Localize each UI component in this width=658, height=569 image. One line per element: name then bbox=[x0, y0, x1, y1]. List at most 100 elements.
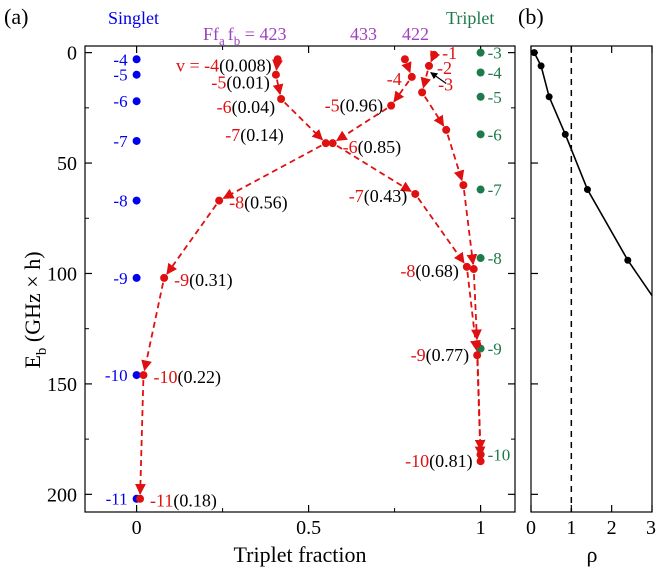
triplet-level-label: -4 bbox=[488, 64, 503, 83]
path-segment-422 bbox=[463, 189, 478, 266]
state-point-433 bbox=[411, 189, 420, 198]
y-tick-label: 200 bbox=[47, 484, 77, 506]
panel-a-labels: -4-5-6-7-8-9-10-11-3-4-5-6-7-8-9-10v = -… bbox=[105, 43, 510, 512]
state-label: -10(0.22) bbox=[153, 367, 221, 388]
state-point-422 bbox=[430, 50, 439, 59]
y-tick-label: 150 bbox=[47, 374, 77, 396]
rho-curve bbox=[533, 52, 653, 297]
state-label: -7(0.43) bbox=[349, 186, 408, 207]
triplet-level-label: -3 bbox=[488, 44, 502, 63]
state-point-423 bbox=[160, 273, 169, 282]
state-label: -11(0.18) bbox=[150, 491, 217, 512]
ff-sub-b: b bbox=[234, 33, 241, 48]
state-label: -8(0.68) bbox=[400, 261, 459, 282]
panel-b-axes: 0 1 2 3 bbox=[526, 46, 656, 539]
singlet-point bbox=[132, 136, 141, 145]
b-x-tick-label: 1 bbox=[566, 517, 576, 539]
y-tick-label: 100 bbox=[47, 263, 77, 285]
triplet-point bbox=[476, 68, 485, 77]
triplet-level-label: -7 bbox=[488, 181, 503, 200]
path-segment-422 bbox=[424, 96, 445, 127]
ff-label-423: Ffa fb = 423 bbox=[203, 24, 286, 48]
triplet-point bbox=[476, 254, 485, 263]
panel-a-dashed-paths bbox=[135, 50, 486, 495]
singlet-level-label: -5 bbox=[113, 66, 127, 85]
state-point-433 bbox=[473, 351, 482, 360]
triplet-title: Triplet bbox=[446, 8, 494, 28]
plot-a-frame bbox=[84, 45, 516, 513]
path-segment-423 bbox=[272, 79, 284, 96]
panel-b-plot bbox=[530, 46, 653, 512]
ff-prefix: Ff bbox=[203, 24, 219, 44]
panel-a-label: (a) bbox=[4, 4, 28, 29]
state-point-422 bbox=[473, 340, 482, 349]
state-label: -6(0.04) bbox=[217, 97, 276, 118]
path-segment-423 bbox=[135, 380, 146, 495]
state-point-423 bbox=[136, 494, 145, 503]
rho-point bbox=[537, 62, 545, 70]
pointer-arrow bbox=[430, 72, 447, 85]
rho-point bbox=[624, 256, 632, 264]
rho-point bbox=[545, 93, 553, 101]
triplet-level-label: -5 bbox=[488, 88, 502, 107]
path-segment-433 bbox=[466, 271, 481, 352]
ff-label-433: 433 bbox=[350, 24, 377, 44]
singlet-level-label: -6 bbox=[113, 92, 127, 111]
state-point-433 bbox=[328, 139, 337, 148]
singlet-title: Singlet bbox=[108, 8, 159, 28]
state-point-433 bbox=[407, 72, 416, 81]
triplet-level-label: -8 bbox=[488, 249, 502, 268]
state-label: -9(0.31) bbox=[174, 270, 233, 291]
plot-b-frame bbox=[530, 45, 653, 513]
state-label: -6(0.85) bbox=[343, 137, 402, 158]
state-label: -2 bbox=[437, 58, 452, 78]
state-point-423 bbox=[277, 95, 286, 104]
triplet-point bbox=[476, 185, 485, 194]
path-segment-433 bbox=[417, 197, 465, 264]
state-point-423 bbox=[321, 139, 330, 148]
state-point-422 bbox=[476, 450, 485, 459]
state-label: -10(0.81) bbox=[405, 451, 473, 472]
state-point-433 bbox=[387, 101, 396, 110]
path-segment-423 bbox=[222, 144, 322, 200]
state-point-422 bbox=[418, 88, 427, 97]
rho-point bbox=[530, 49, 538, 57]
triplet-point bbox=[476, 48, 485, 57]
state-label: -5(0.01) bbox=[211, 73, 270, 94]
ff-sub-a: a bbox=[219, 33, 225, 48]
path-segment-422 bbox=[471, 274, 482, 341]
x-axis-label-a: Triplet fraction bbox=[234, 542, 367, 567]
rho-point bbox=[583, 186, 591, 194]
path-segment-422 bbox=[446, 134, 465, 182]
singlet-point bbox=[132, 371, 141, 380]
triplet-point bbox=[476, 130, 485, 139]
path-segment-423 bbox=[284, 101, 324, 141]
state-point-433 bbox=[476, 457, 485, 466]
state-point-422 bbox=[442, 125, 451, 134]
path-segment-422 bbox=[474, 349, 486, 451]
state-point-423 bbox=[271, 70, 280, 79]
state-point-433 bbox=[400, 55, 409, 64]
ff-mid: f bbox=[228, 24, 234, 44]
singlet-point bbox=[132, 55, 141, 64]
ff-eq: = 423 bbox=[240, 24, 286, 44]
singlet-level-label: -9 bbox=[113, 269, 127, 288]
state-point-423 bbox=[215, 196, 224, 205]
path-segment-433 bbox=[336, 145, 412, 193]
y-tick-label: 50 bbox=[57, 153, 77, 175]
singlet-level-label: -10 bbox=[105, 366, 128, 385]
singlet-point bbox=[132, 196, 141, 205]
x-tick-label: 1 bbox=[476, 517, 486, 539]
panel-a-axes: 0 50 100 150 200 0 0.5 1 bbox=[47, 43, 515, 539]
b-x-tick-label: 2 bbox=[607, 517, 617, 539]
state-point-423 bbox=[273, 55, 282, 64]
triplet-point bbox=[476, 92, 485, 101]
y-tick-label: 0 bbox=[67, 43, 77, 65]
triplet-level-label: -10 bbox=[488, 446, 511, 465]
ff-label-422: 422 bbox=[402, 24, 429, 44]
path-segment-433 bbox=[393, 80, 410, 103]
triplet-level-label: -6 bbox=[488, 125, 502, 144]
path-segment-422 bbox=[430, 50, 441, 63]
state-point-422 bbox=[425, 61, 433, 70]
